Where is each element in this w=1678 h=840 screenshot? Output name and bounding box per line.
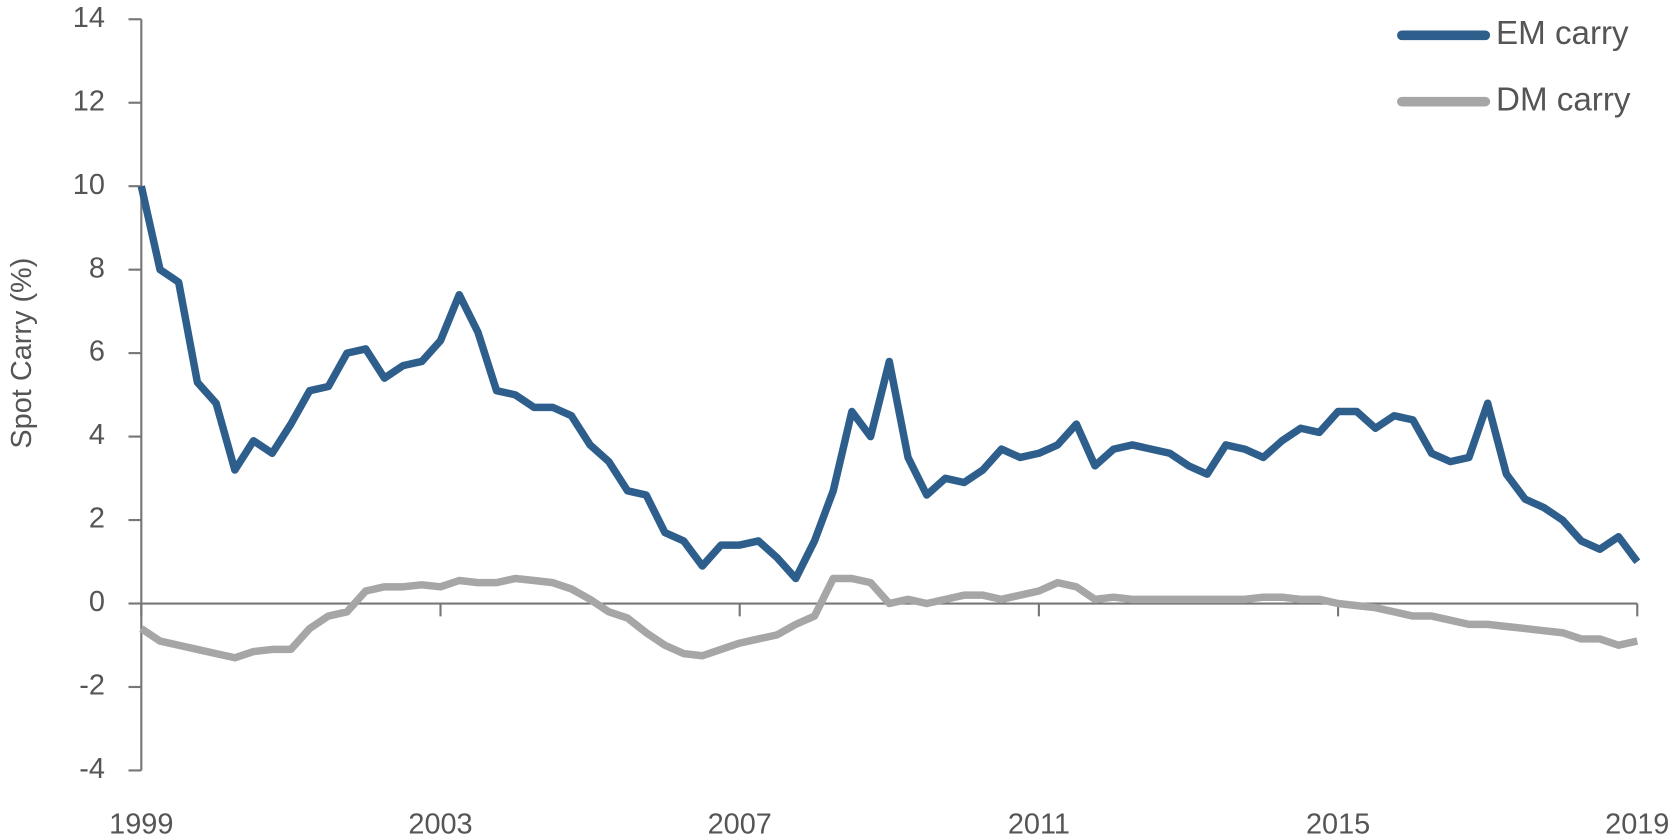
y-tick-label: 0 <box>89 586 105 618</box>
x-tick-label: 2015 <box>1306 809 1370 840</box>
x-tick-label: 2011 <box>1008 809 1070 840</box>
x-tick-label: 2007 <box>708 809 772 840</box>
legend-label: DM carry <box>1496 81 1631 118</box>
y-axis-label: Spot Carry (%) <box>6 258 38 449</box>
legend-label: EM carry <box>1496 15 1629 52</box>
y-tick-label: -2 <box>79 670 105 702</box>
y-tick-label: 12 <box>73 85 105 117</box>
series-line <box>139 574 1639 662</box>
y-tick-label: 4 <box>89 419 105 451</box>
y-tick-label: -4 <box>79 753 105 785</box>
y-tick-label: 6 <box>89 336 105 368</box>
y-tick-label: 14 <box>73 2 105 34</box>
series-line <box>137 185 1641 583</box>
x-tick-label: 2003 <box>408 809 472 840</box>
y-tick-label: 2 <box>89 503 105 535</box>
y-tick-label: 8 <box>89 252 105 284</box>
x-tick-label: 1999 <box>109 809 173 840</box>
y-tick-label: 10 <box>73 169 105 201</box>
x-tick-label: 2019 <box>1605 809 1669 840</box>
